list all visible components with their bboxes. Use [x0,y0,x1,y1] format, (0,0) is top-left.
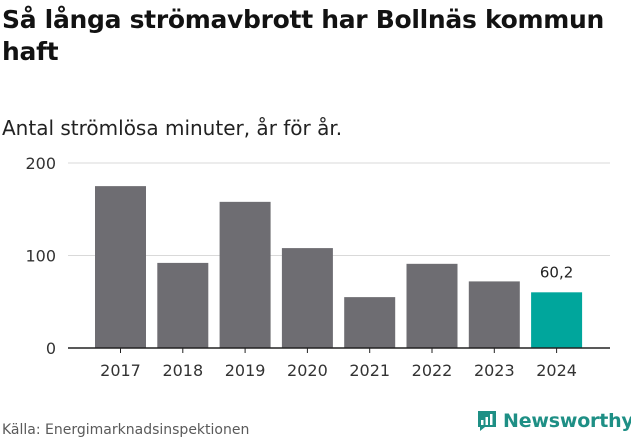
bar-2022 [406,263,458,348]
bar-2020 [281,248,333,348]
bar-2021 [344,297,396,348]
bar-2019 [219,201,271,348]
newsworthy-logo-icon [478,411,496,431]
x-tick-label: 2021 [349,361,390,380]
x-tick-label: 2019 [225,361,266,380]
chart-subtitle: Antal strömlösa minuter, år för år. [2,116,343,140]
x-tick-label: 2024 [536,361,577,380]
data-label: 60,2 [540,263,573,281]
x-tick-label: 2023 [474,361,515,380]
x-tick-label: 2018 [162,361,203,380]
bar-chart: 0 100 200 2017 2018 2019 2020 2021 2022 2023 2024 6… [25,154,610,380]
bar-2023 [468,281,520,348]
x-tick-label: 2017 [100,361,141,380]
source-note: Källa: Energimarknadsinspektionen [2,422,250,438]
x-tick-label: 2020 [287,361,328,380]
y-tick-label: 0 [46,339,56,358]
x-tick-label: 2022 [412,361,453,380]
y-tick-label: 100 [25,247,56,266]
chart-title: Så långa strömavbrott har Bollnäs kommun… [2,5,604,66]
brand-name: Newsworthy [503,410,631,432]
brand-logo: Newsworthy [476,408,631,434]
bar-2018 [157,262,209,348]
y-tick-label: 200 [25,154,56,173]
bar-2017 [95,186,146,348]
bar-2024 [531,292,583,348]
